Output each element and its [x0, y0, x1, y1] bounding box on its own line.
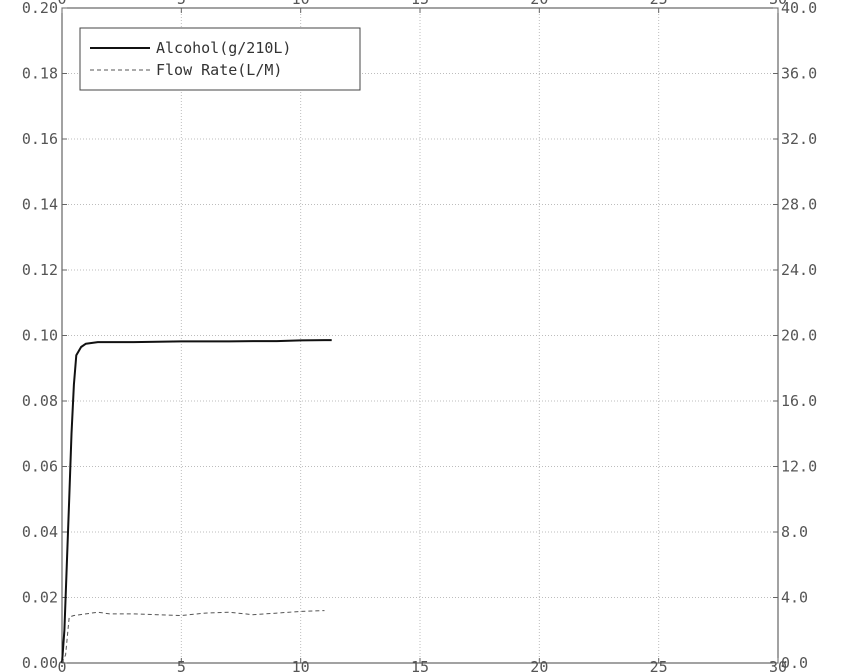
y-tick-label: 0.20	[22, 0, 58, 17]
legend-label-alcohol: Alcohol(g/210L)	[156, 39, 291, 57]
y2-tick-label: 4.0	[781, 589, 808, 607]
y2-tick-label: 24.0	[781, 261, 817, 279]
y2-tick-label: 16.0	[781, 392, 817, 410]
x-tick-label: 5	[177, 658, 186, 672]
legend: Alcohol(g/210L) Flow Rate(L/M)	[80, 28, 360, 90]
x-top-tick-label: 5	[177, 0, 186, 8]
y2-tick-label: 40.0	[781, 0, 817, 17]
y2-tick-label: 36.0	[781, 65, 817, 83]
y2-tick-label: 20.0	[781, 327, 817, 345]
x-top-tick-label: 20	[530, 0, 548, 8]
x-tick-label: 25	[650, 658, 668, 672]
y2-tick-label: 32.0	[781, 130, 817, 148]
legend-label-flow-rate: Flow Rate(L/M)	[156, 61, 282, 79]
y-tick-label: 0.06	[22, 458, 58, 476]
x-tick-label: 10	[292, 658, 310, 672]
x-top-tick-label: 25	[650, 0, 668, 8]
y-tick-label: 0.12	[22, 261, 58, 279]
x-tick-label: 20	[530, 658, 548, 672]
x-tick-label: 15	[411, 658, 429, 672]
y-tick-label: 0.08	[22, 392, 58, 410]
y2-tick-label: 28.0	[781, 196, 817, 214]
x-top-tick-label: 10	[292, 0, 310, 8]
y-tick-label: 0.02	[22, 589, 58, 607]
y2-tick-label: 8.0	[781, 523, 808, 541]
y-tick-label: 0.18	[22, 65, 58, 83]
x-top-tick-label: 0	[57, 0, 66, 8]
y-tick-label: 0.10	[22, 327, 58, 345]
legend-box	[80, 28, 360, 90]
x-top-tick-label: 15	[411, 0, 429, 8]
y-tick-label: 0.04	[22, 523, 58, 541]
y2-tick-label: 12.0	[781, 458, 817, 476]
y-tick-label: 0.16	[22, 130, 58, 148]
y-tick-label: 0.00	[22, 654, 58, 672]
y-tick-label: 0.14	[22, 196, 58, 214]
y2-tick-label: 0.0	[781, 654, 808, 672]
